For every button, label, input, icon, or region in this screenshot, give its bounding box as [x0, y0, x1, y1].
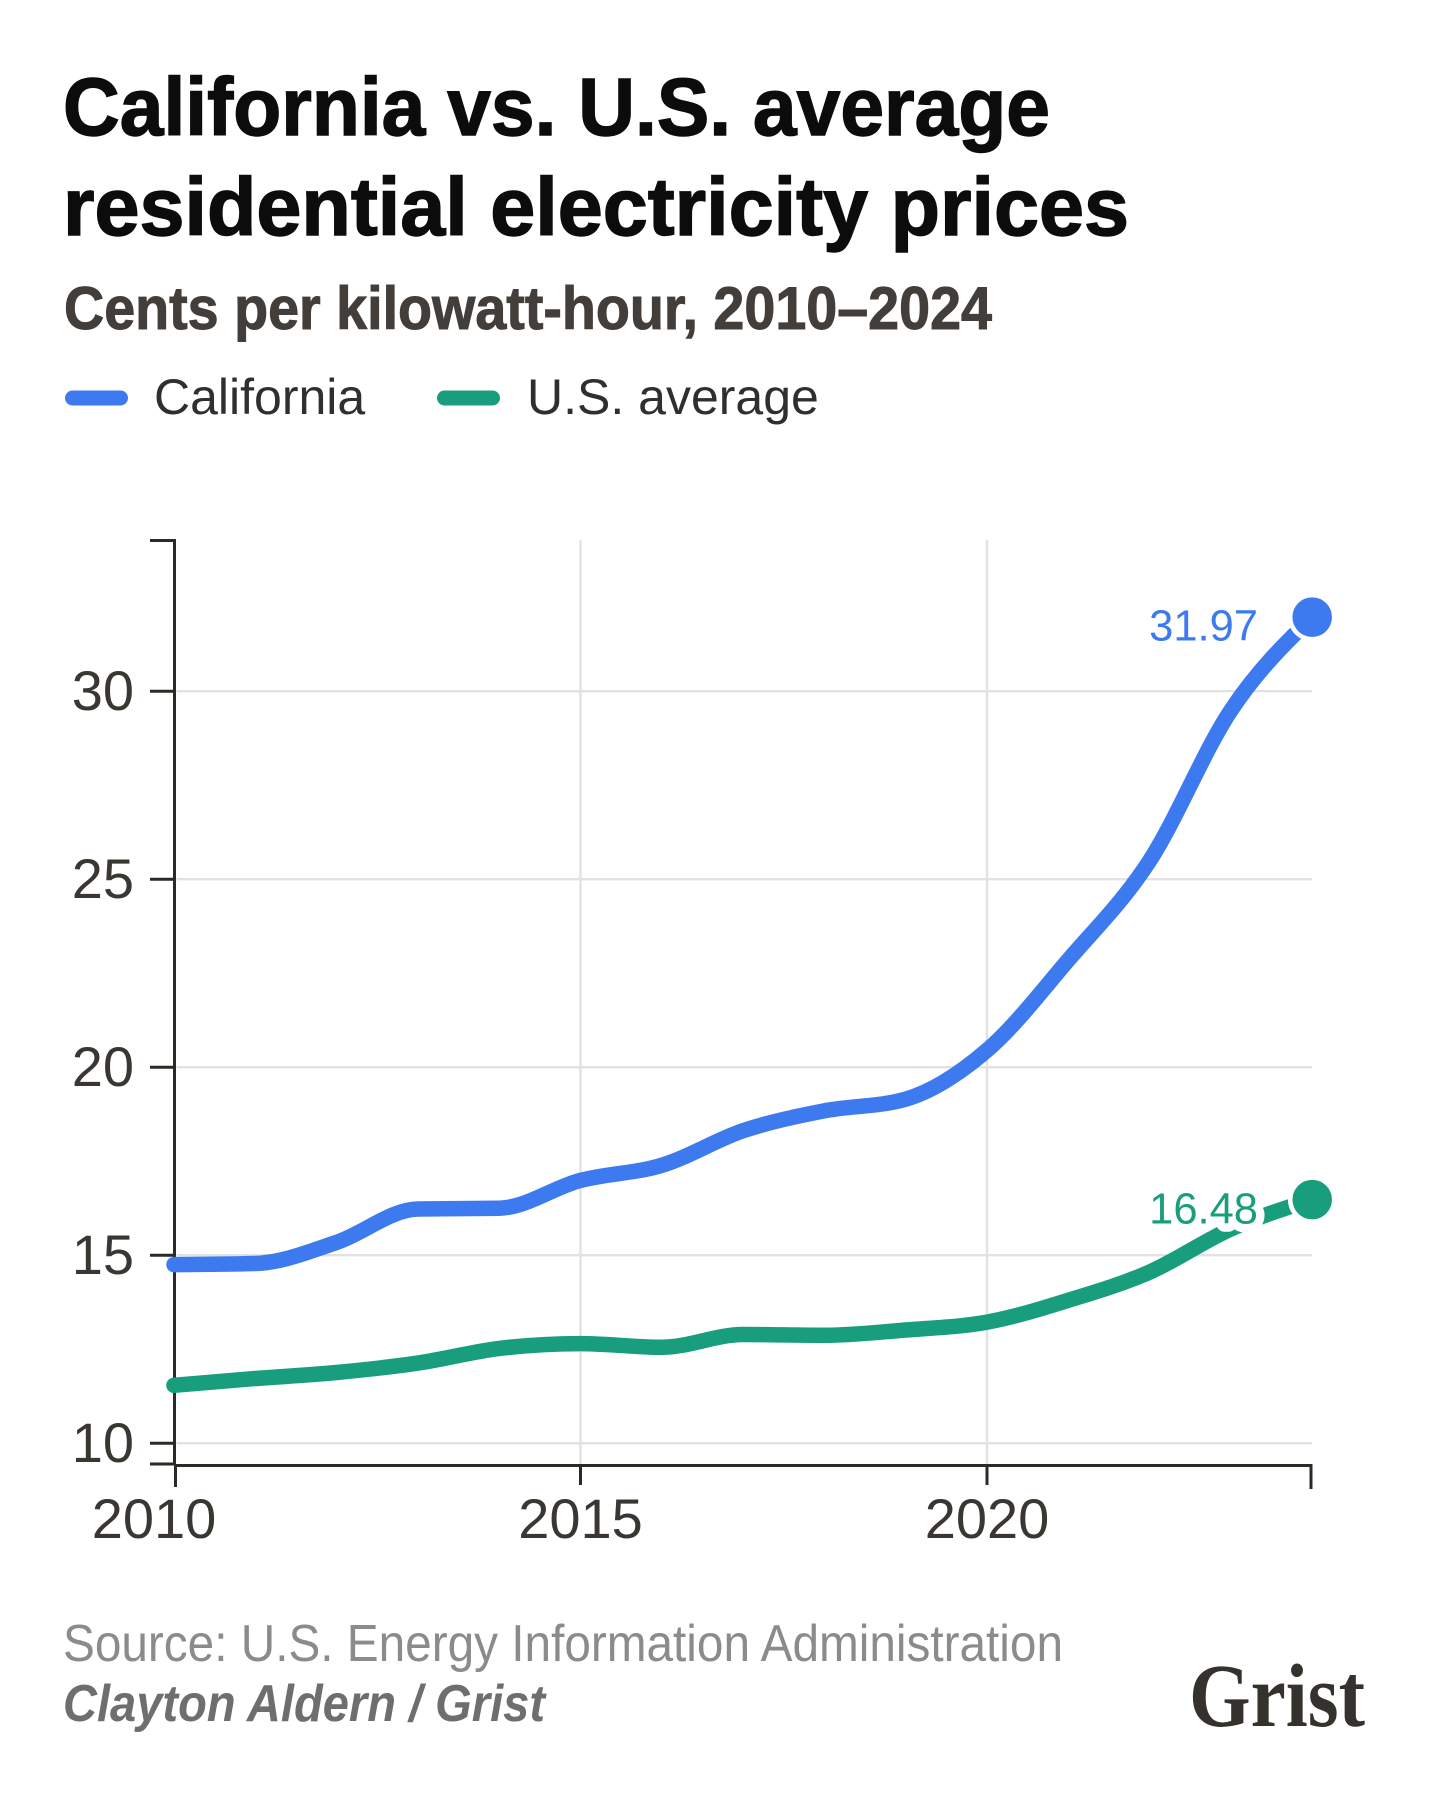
svg-text:Source: U.S. Energy Informatio: Source: U.S. Energy Information Administ… — [63, 1615, 1063, 1673]
svg-text:30: 30 — [72, 659, 134, 722]
svg-text:California vs. U.S. average: California vs. U.S. average — [63, 62, 1050, 153]
svg-text:2015: 2015 — [518, 1487, 643, 1550]
svg-text:Grist: Grist — [1189, 1647, 1365, 1746]
svg-text:15: 15 — [72, 1223, 134, 1286]
svg-text:Clayton Aldern / Grist: Clayton Aldern / Grist — [63, 1675, 547, 1733]
svg-text:20: 20 — [72, 1035, 134, 1098]
svg-text:31.97: 31.97 — [1149, 602, 1258, 650]
svg-text:25: 25 — [72, 847, 134, 910]
svg-text:10: 10 — [72, 1411, 134, 1474]
svg-text:2010: 2010 — [92, 1487, 217, 1550]
svg-text:2020: 2020 — [925, 1487, 1050, 1550]
svg-text:California: California — [154, 369, 365, 425]
svg-text:16.48: 16.48 — [1149, 1185, 1258, 1233]
svg-text:U.S. average: U.S. average — [527, 369, 819, 425]
svg-text:Cents per kilowatt-hour, 2010–: Cents per kilowatt-hour, 2010–2024 — [64, 275, 993, 342]
svg-text:residential electricity prices: residential electricity prices — [63, 162, 1129, 253]
